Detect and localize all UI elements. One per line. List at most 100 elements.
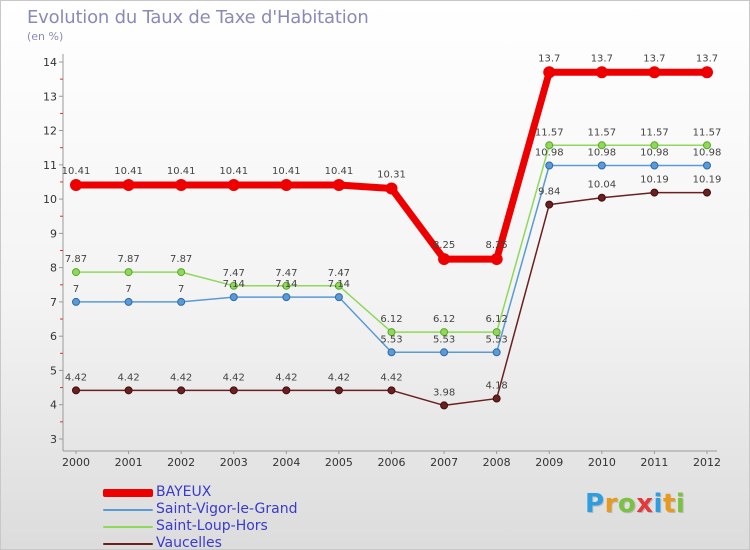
legend-item-saint-vigor-le-grand: Saint-Vigor-le-Grand [103, 501, 363, 518]
y-tick-label: 6 [50, 330, 57, 343]
data-label: 7 [125, 284, 131, 295]
data-point [282, 386, 291, 395]
data-label: 6.12 [486, 314, 508, 325]
x-tick-label: 2008 [483, 456, 511, 469]
x-tick-label: 2006 [378, 456, 406, 469]
data-label: 10.31 [377, 169, 406, 180]
y-tick-label: 4 [50, 399, 57, 412]
data-point [124, 297, 133, 306]
data-label: 7.87 [117, 254, 139, 265]
y-tick-label: 11 [43, 159, 57, 172]
data-point [650, 161, 659, 170]
series-vaucelles [72, 188, 711, 410]
data-label: 13.7 [538, 53, 560, 64]
legend: BAYEUX Saint-Vigor-le-Grand Saint-Loup-Hor… [103, 484, 363, 550]
y-tick-label: 14 [43, 56, 57, 69]
data-point [175, 179, 188, 192]
y-tick-label: 5 [50, 364, 57, 377]
data-point [282, 281, 291, 290]
data-point [124, 386, 133, 395]
data-point [334, 281, 343, 290]
legend-swatch [103, 525, 153, 528]
data-label: 11.57 [588, 127, 617, 138]
data-label: 7.47 [275, 268, 297, 279]
legend-item-vaucelles: Vaucelles [103, 535, 363, 550]
data-label: 10.41 [114, 166, 143, 177]
data-label: 4.42 [275, 372, 297, 383]
data-point [72, 386, 80, 395]
y-tick-label: 3 [50, 433, 57, 446]
data-label: 11.57 [535, 127, 564, 138]
data-point [387, 348, 396, 357]
legend-swatch [103, 508, 153, 511]
data-point [492, 348, 501, 357]
chart-title: Evolution du Taux de Taxe d'Habitation [27, 7, 369, 28]
data-point [280, 179, 293, 192]
data-label: 7.14 [275, 279, 297, 290]
data-label: 10.98 [535, 148, 564, 159]
x-tick-label: 2012 [693, 456, 721, 469]
data-label: 7.14 [328, 279, 350, 290]
y-tick-label: 8 [50, 262, 57, 275]
legend-label: Vaucelles [156, 535, 222, 550]
data-label: 6.12 [380, 314, 402, 325]
data-point [650, 141, 659, 150]
series-saint-vigor-le-grand [72, 161, 711, 357]
data-point [545, 200, 554, 209]
data-label: 10.41 [62, 166, 91, 177]
data-label: 13.7 [643, 53, 665, 64]
data-point [387, 386, 396, 395]
legend-item-bayeux: BAYEUX [103, 484, 363, 501]
x-tick-label: 2004 [272, 456, 300, 469]
y-tick-label: 7 [50, 296, 57, 309]
x-tick-label: 2000 [62, 456, 90, 469]
data-point [703, 161, 711, 170]
data-point [440, 348, 449, 357]
proxiti-logo: Proxiti [585, 489, 686, 519]
data-point [124, 268, 133, 277]
data-label: 6.12 [433, 314, 455, 325]
x-tick-label: 2011 [640, 456, 668, 469]
data-label: 3.98 [433, 387, 455, 398]
data-label: 10.98 [640, 148, 669, 159]
data-point [597, 193, 606, 202]
data-point [597, 161, 606, 170]
data-point [229, 386, 238, 395]
y-tick-label: 13 [43, 90, 57, 103]
series-bayeux [70, 66, 713, 266]
data-point [648, 66, 661, 79]
data-point [545, 161, 554, 170]
data-label: 7 [178, 284, 184, 295]
data-label: 4.42 [223, 372, 245, 383]
data-label: 13.7 [696, 53, 718, 64]
x-tick-label: 2009 [535, 456, 563, 469]
data-point [72, 268, 80, 277]
x-tick-label: 2010 [588, 456, 616, 469]
data-label: 4.42 [170, 372, 192, 383]
data-point [72, 297, 80, 306]
data-point [334, 293, 343, 302]
y-tick-label: 9 [50, 227, 57, 240]
data-label: 4.42 [380, 372, 402, 383]
data-label: 11.57 [640, 127, 669, 138]
x-tick-label: 2003 [220, 456, 248, 469]
data-point [177, 386, 186, 395]
y-tick-label: 12 [43, 125, 57, 138]
data-label: 5.53 [433, 334, 455, 345]
data-point [703, 141, 711, 150]
data-point [227, 179, 240, 192]
legend-label: BAYEUX [156, 484, 212, 500]
data-label: 7.87 [170, 254, 192, 265]
data-label: 4.42 [117, 372, 139, 383]
data-label: 5.53 [486, 334, 508, 345]
data-point [543, 66, 556, 79]
data-point [229, 281, 238, 290]
data-point [438, 253, 451, 266]
series-saint-loup-hors [72, 141, 711, 337]
data-label: 10.04 [588, 180, 617, 191]
data-point [492, 394, 501, 403]
x-tick-label: 2005 [325, 456, 353, 469]
data-point [597, 141, 606, 150]
data-label: 10.98 [588, 148, 617, 159]
